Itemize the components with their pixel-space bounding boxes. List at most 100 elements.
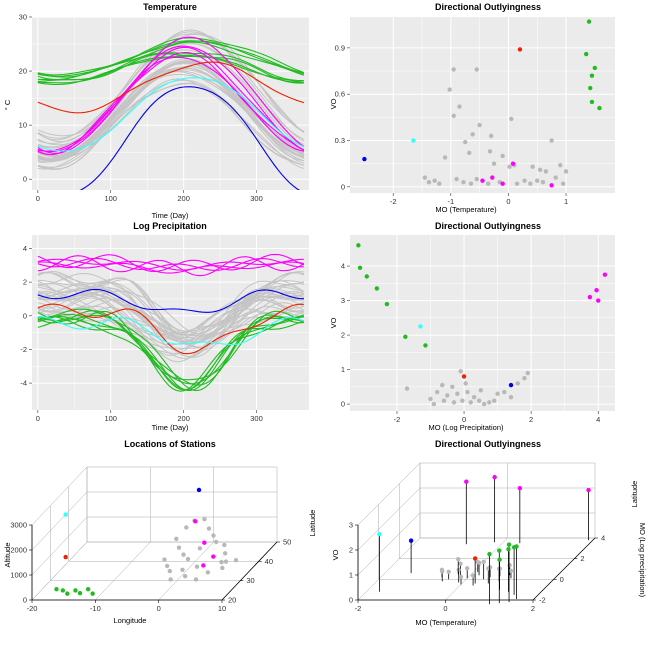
precip-ytick-label: -2 (20, 345, 27, 354)
do3d-point-green (506, 547, 511, 552)
do-temp-point-green (586, 19, 592, 24)
do-temp-point-gray (553, 175, 558, 180)
do-precip-point-magenta (602, 272, 608, 277)
precip-curve-gray (37, 282, 305, 340)
locations-point-green (90, 591, 95, 596)
precip-curve-gray (37, 272, 305, 335)
locations-ztick-label: 1000 (10, 571, 27, 580)
title-do-3d: Directional Outlyingness (435, 439, 541, 449)
do-temp-ytick-label: 0 (341, 182, 345, 191)
locations-point-gray (211, 533, 216, 538)
precip-ytick-label: 2 (23, 278, 27, 287)
locations-point-cyan (63, 512, 68, 517)
precip-curve-green (37, 310, 305, 381)
do3d-gridline (357, 462, 421, 526)
locations-xtick-label: 10 (218, 604, 226, 613)
title-log-precipitation: Log Precipitation (133, 221, 207, 231)
do-temp-point-gray (468, 181, 474, 186)
do-precip-ytick-label: 3 (341, 296, 345, 305)
do-temp-point-magenta (549, 183, 554, 188)
do3d-axis-line (532, 537, 596, 601)
do-precip-point-gray (460, 398, 465, 403)
locations-point-magenta (193, 519, 198, 524)
temperature-curve-gray (37, 58, 305, 157)
do3d-point-magenta (586, 487, 591, 493)
locations-point-green (77, 590, 83, 596)
do-temp-point-gray (514, 181, 520, 186)
do-temp-point-gray (432, 178, 437, 183)
temperature-curve-gray (37, 29, 305, 141)
do-precip-point-gray (468, 400, 473, 405)
temperature-xtick-label: 100 (104, 194, 117, 203)
do-temp-point-green (583, 51, 589, 57)
locations-point-gray (180, 567, 185, 573)
locations-point-gray (213, 539, 219, 545)
do3d-gridline (445, 537, 508, 601)
do-temp-point-gray (437, 181, 442, 186)
locations-point-red (63, 554, 68, 560)
do-precip-point-gray (441, 398, 447, 403)
locations-xtick-label: -20 (27, 604, 38, 613)
do-temp-point-gray (528, 181, 533, 186)
temperature-curve-magenta (37, 36, 305, 154)
do-temp-point-gray (549, 138, 554, 143)
temperature-ytick-label: 0 (23, 175, 27, 184)
do-temp-point-magenta (490, 175, 495, 180)
do-temp-point-gray (426, 179, 432, 185)
locations-point-gray (222, 551, 228, 556)
do-precip-plot-area (356, 243, 608, 407)
do-temp-panel: -2 -1 0 1 0 0.3 0.6 0.9 (335, 17, 615, 206)
do-precip-point-gray (478, 388, 484, 393)
do3d-point-magenta (517, 485, 523, 491)
do-temp-point-gray (537, 167, 543, 173)
locations-ytick-label: 40 (265, 557, 273, 566)
do-temp-point-gray (558, 163, 563, 168)
precip-panel: 0 100 200 300 -4 -2 0 2 4 (20, 235, 309, 423)
locations-axis-line (221, 541, 278, 601)
precip-xtick-label: 200 (177, 414, 190, 423)
locations-point-gray (167, 568, 173, 574)
do-precip-point-green (384, 301, 390, 307)
do-temp-xtick-label: -2 (390, 197, 397, 206)
do3d-gridline (357, 537, 421, 601)
locations-point-gray (162, 557, 167, 562)
do-precip-point-gray (522, 376, 527, 381)
temperature-xtick-label: 300 (250, 194, 263, 203)
do-temp-point-gray (563, 169, 569, 174)
locations-point-gray (182, 574, 188, 579)
do-temp-point-green (597, 105, 602, 111)
do-precip-ytick-label: 2 (341, 331, 345, 340)
precip-curve-magenta (37, 255, 305, 277)
do-precip-point-gray (471, 394, 477, 400)
temperature-curve-gray (37, 78, 305, 170)
do-temp-point-green (589, 73, 595, 78)
do-precip-xtick-label: 0 (462, 415, 466, 424)
title-do-temperature: Directional Outlyingness (435, 2, 541, 12)
precip-curve-blue (37, 288, 304, 313)
temperature-curve-green (37, 55, 304, 84)
xlabel-do-precipitation: MO (Log Precipitation) (428, 423, 504, 432)
do-temp-point-gray (457, 104, 462, 109)
do-precip-point-gray (465, 389, 470, 395)
do-temp-point-gray (454, 176, 459, 182)
temperature-curve-gray (37, 66, 305, 161)
do-temp-ytick-label: 0.9 (335, 43, 345, 52)
do3d-ylabel: MO (Log precipitation) (638, 523, 647, 598)
do3d-xlabel: MO (Temperature) (415, 618, 477, 627)
do-precip-point-gray (502, 389, 507, 395)
do3d-ztick-label: 3 (349, 521, 353, 530)
do3d-point-blue (408, 538, 414, 543)
temperature-curve-gray (37, 74, 304, 162)
temperature-ytick-label: 20 (19, 67, 27, 76)
locations-gridline (31, 491, 88, 551)
do-precip-point-gray (445, 393, 450, 398)
precip-curve-magenta (37, 261, 305, 274)
locations-point-gray (185, 556, 191, 562)
locations-point-green (85, 587, 91, 592)
precip-curve-gray (37, 280, 305, 335)
do3d-point-gray (481, 559, 486, 565)
do3d-ytick-label: -2 (539, 596, 546, 605)
locations-gridline (31, 516, 88, 576)
